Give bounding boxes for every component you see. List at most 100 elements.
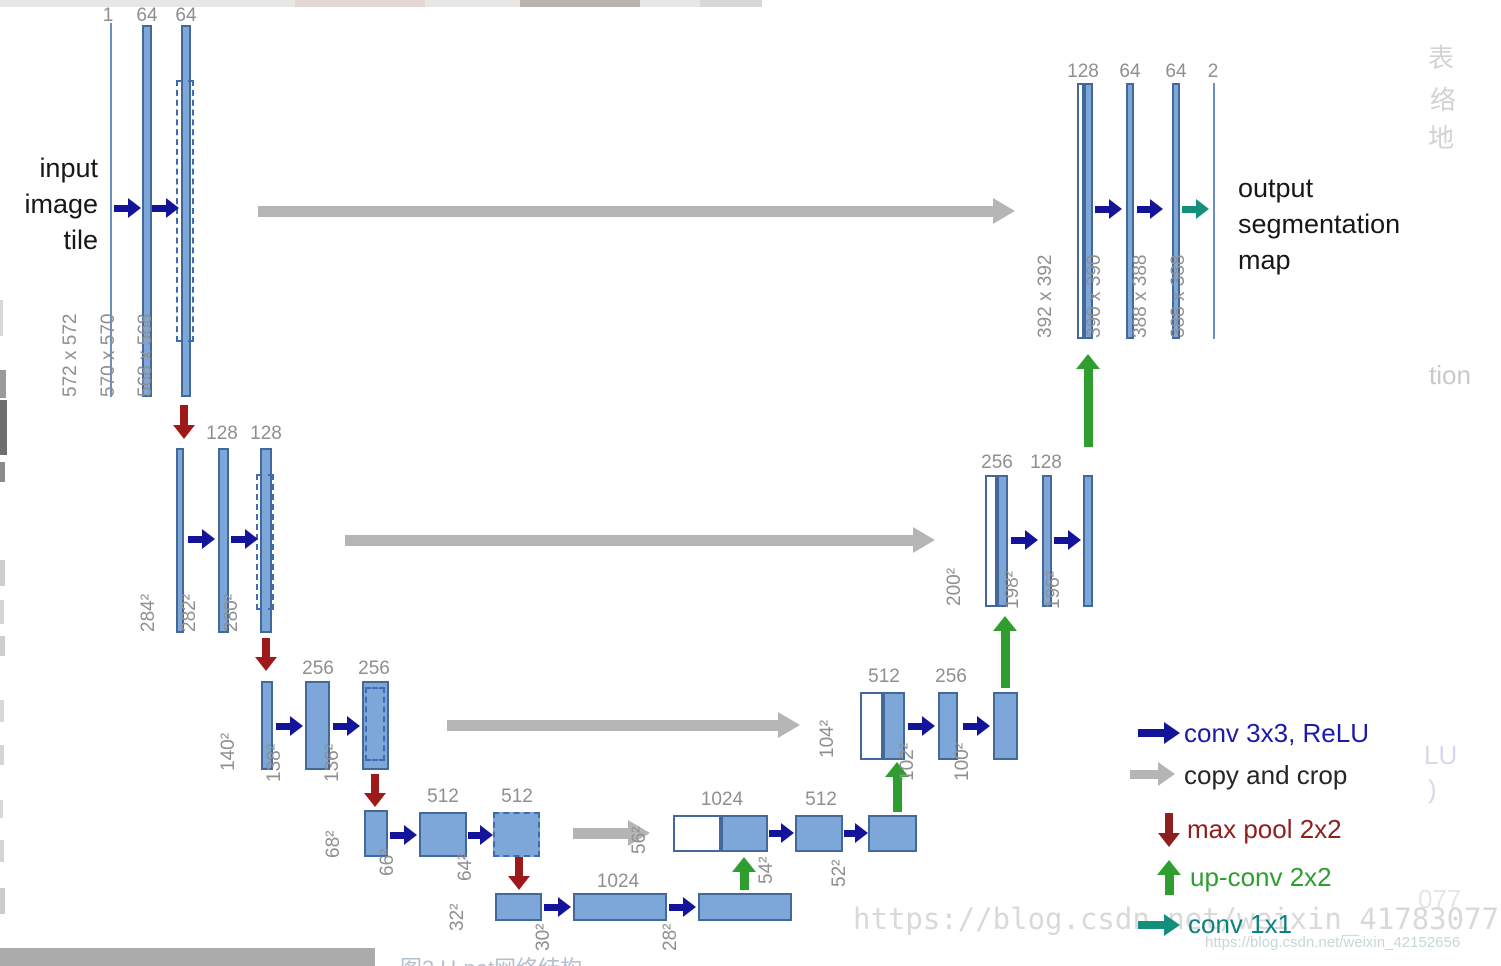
dec-l2-bar	[1042, 475, 1052, 607]
screen-artifact	[520, 0, 640, 7]
input-image-tile-label: input image tile	[5, 150, 98, 258]
watermark-fragment: )	[1428, 774, 1437, 804]
conv-arrow	[963, 716, 990, 736]
dec-l4-box	[795, 815, 843, 852]
conv-arrow	[1011, 530, 1038, 550]
size-label: 572 x 572	[60, 313, 81, 397]
dec-l3-bar	[938, 692, 958, 760]
size-label: 104²	[817, 719, 838, 758]
output-label-line: map	[1238, 245, 1291, 275]
bottleneck-box	[495, 893, 542, 921]
enc-l4-box	[364, 810, 388, 857]
copy-crop-arrow	[258, 198, 1015, 224]
channel-label: 64	[175, 5, 197, 26]
output-label-line: output	[1238, 173, 1314, 203]
size-label: 140²	[218, 732, 239, 771]
dec-l1-output-bar	[1213, 83, 1215, 339]
size-label: 32²	[447, 903, 468, 931]
size-label: 198²	[1002, 570, 1023, 609]
size-label: 102²	[897, 742, 918, 781]
copy-crop-arrow	[573, 820, 650, 846]
enc-l2-bar	[176, 448, 184, 633]
conv-arrow	[669, 897, 696, 917]
dec-l2-bar	[1083, 475, 1093, 607]
dec-l3-bar	[993, 692, 1018, 760]
legend-copy-label: copy and crop	[1184, 760, 1348, 790]
channel-label: 512	[427, 786, 459, 807]
figure-caption-fragment: 图3 U-net网络结构	[400, 951, 582, 966]
conv-arrow	[276, 716, 303, 736]
channel-label: 64	[136, 5, 158, 26]
screen-artifact	[0, 600, 4, 624]
channel-label: 256	[981, 452, 1013, 473]
channel-label: 512	[501, 786, 533, 807]
watermark-fragment: 地	[1428, 123, 1455, 153]
enc-l2-bar	[218, 448, 229, 633]
screen-artifact	[0, 370, 6, 398]
up-conv-arrow	[885, 762, 909, 812]
up-conv-arrow	[993, 616, 1017, 688]
watermark-small: https://blog.csdn.net/weixin_42152656	[1205, 934, 1461, 951]
channel-label: 128	[206, 423, 238, 444]
enc-l3-crop-region	[365, 687, 385, 761]
watermark-fragment: 表	[1428, 43, 1455, 73]
input-label-line: tile	[63, 225, 98, 255]
input-label-line: image	[24, 189, 98, 219]
max-pool-arrow	[508, 857, 530, 890]
size-label: 30²	[533, 923, 554, 951]
conv-arrow	[908, 716, 935, 736]
channel-label: 256	[935, 666, 967, 687]
size-label: 66²	[377, 848, 398, 876]
legend-upconv-arrow	[1157, 860, 1181, 895]
max-pool-arrow	[173, 405, 195, 439]
conv-arrow	[1137, 199, 1163, 219]
conv-arrow	[544, 897, 571, 917]
screen-artifact	[0, 400, 7, 455]
size-label: 568 x 568	[135, 313, 156, 397]
screen-artifact	[0, 800, 3, 818]
dec-l1-copied-bar	[1077, 83, 1084, 339]
conv-arrow	[188, 529, 215, 549]
input-label-line: input	[39, 153, 98, 183]
size-label: 282²	[179, 593, 200, 632]
size-label: 570 x 570	[98, 313, 119, 397]
watermark-fragment: 络	[1430, 85, 1457, 115]
up-conv-arrow	[1076, 354, 1100, 447]
size-label: 388 x 388	[1130, 254, 1151, 338]
size-label: 392 x 392	[1035, 254, 1056, 338]
legend-conv1x1-arrow	[1138, 914, 1180, 936]
legend-upconv-label: up-conv 2x2	[1190, 862, 1332, 892]
copy-crop-arrow	[447, 712, 800, 738]
conv-arrow	[333, 716, 360, 736]
screen-artifact	[0, 745, 4, 765]
size-label: 138²	[264, 743, 285, 782]
channel-label: 512	[805, 789, 837, 810]
size-label: 64²	[455, 853, 476, 881]
channel-label: 1024	[700, 789, 744, 810]
legend-conv11-label: conv 1x1	[1188, 909, 1293, 939]
size-label: 196²	[1043, 570, 1064, 609]
dec-l1-bar	[1172, 83, 1180, 339]
channel-label: 256	[302, 658, 334, 679]
screen-artifact	[0, 888, 5, 914]
screen-artifact	[295, 0, 425, 7]
conv-arrow	[1095, 199, 1122, 219]
enc-l4-crop-box	[493, 812, 540, 857]
screen-artifact	[0, 700, 4, 722]
dec-l1-bar	[1084, 83, 1093, 339]
conv-arrow	[152, 198, 179, 218]
size-label: 52²	[829, 859, 850, 887]
dec-l4-copied-box	[673, 815, 721, 852]
screen-artifact	[0, 300, 3, 336]
enc-l1-bar	[142, 25, 152, 397]
max-pool-arrow	[255, 638, 277, 671]
enc-l2-crop-region	[256, 474, 274, 610]
watermark-fragment: LU	[1424, 740, 1458, 770]
conv-arrow	[114, 198, 141, 218]
channel-label: 64	[1119, 61, 1141, 82]
size-label: 284²	[138, 593, 159, 632]
size-label: 54²	[756, 856, 777, 884]
legend-copy-arrow	[1130, 762, 1175, 786]
copy-crop-arrow	[345, 527, 935, 553]
output-label-line: segmentation	[1238, 209, 1401, 239]
